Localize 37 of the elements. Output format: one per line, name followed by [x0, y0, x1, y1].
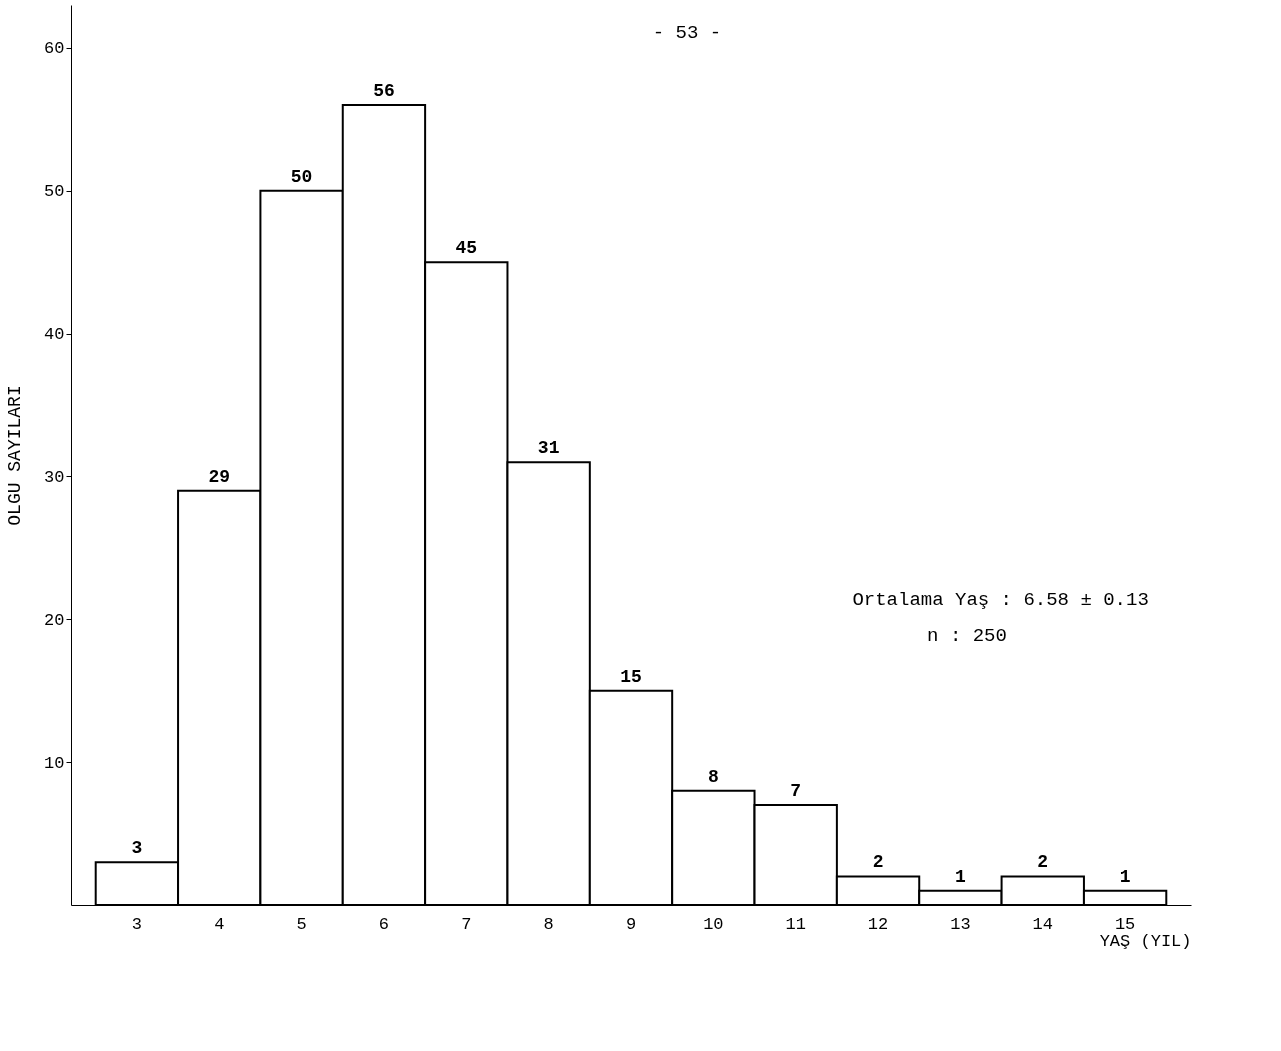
data-label: 56: [373, 81, 395, 101]
y-axis-title: OLGU SAYILARI: [5, 385, 26, 526]
data-label: 1: [1119, 866, 1131, 887]
x-tick-label: 15: [1114, 914, 1136, 934]
data-label: 29: [208, 466, 231, 487]
x-tick-label: 8: [543, 914, 554, 934]
data-label: 2: [1037, 852, 1049, 873]
x-tick-label: 14: [1032, 914, 1053, 934]
x-axis-title: YAŞ (YIL): [1099, 931, 1192, 951]
x-tick-label: 10: [703, 914, 724, 934]
data-label: 7: [790, 781, 802, 801]
x-tick-label: 13: [950, 914, 971, 934]
y-tick-label: 30: [44, 467, 65, 487]
data-label: 8: [707, 766, 719, 787]
x-tick-label: 5: [296, 914, 307, 934]
y-tick-label: 20: [44, 610, 65, 630]
x-tick-label: 6: [378, 914, 390, 934]
annotation: Ortalama Yaş : 6.58 ± 0.13: [852, 589, 1149, 611]
y-tick-label: 40: [44, 325, 65, 345]
data-label: 31: [537, 438, 560, 459]
y-tick-label: 60: [44, 39, 65, 59]
x-tick-label: 12: [867, 914, 889, 934]
y-tick-label: 50: [44, 182, 65, 202]
data-label: 1: [955, 866, 967, 887]
data-label: 2: [872, 852, 884, 873]
x-tick-label: 7: [461, 914, 472, 934]
x-tick-label: 4: [214, 914, 225, 934]
x-tick-label: 3: [131, 914, 142, 934]
annotation: n : 250: [927, 625, 1007, 647]
data-label: 50: [290, 166, 313, 187]
data-label: 45: [455, 238, 478, 259]
x-tick-label: 9: [625, 914, 637, 934]
data-label: 15: [620, 666, 642, 687]
y-tick-label: 10: [44, 753, 65, 773]
data-label: 3: [131, 838, 143, 859]
x-tick-label: 11: [785, 914, 806, 934]
annotation: - 53 -: [652, 22, 722, 44]
